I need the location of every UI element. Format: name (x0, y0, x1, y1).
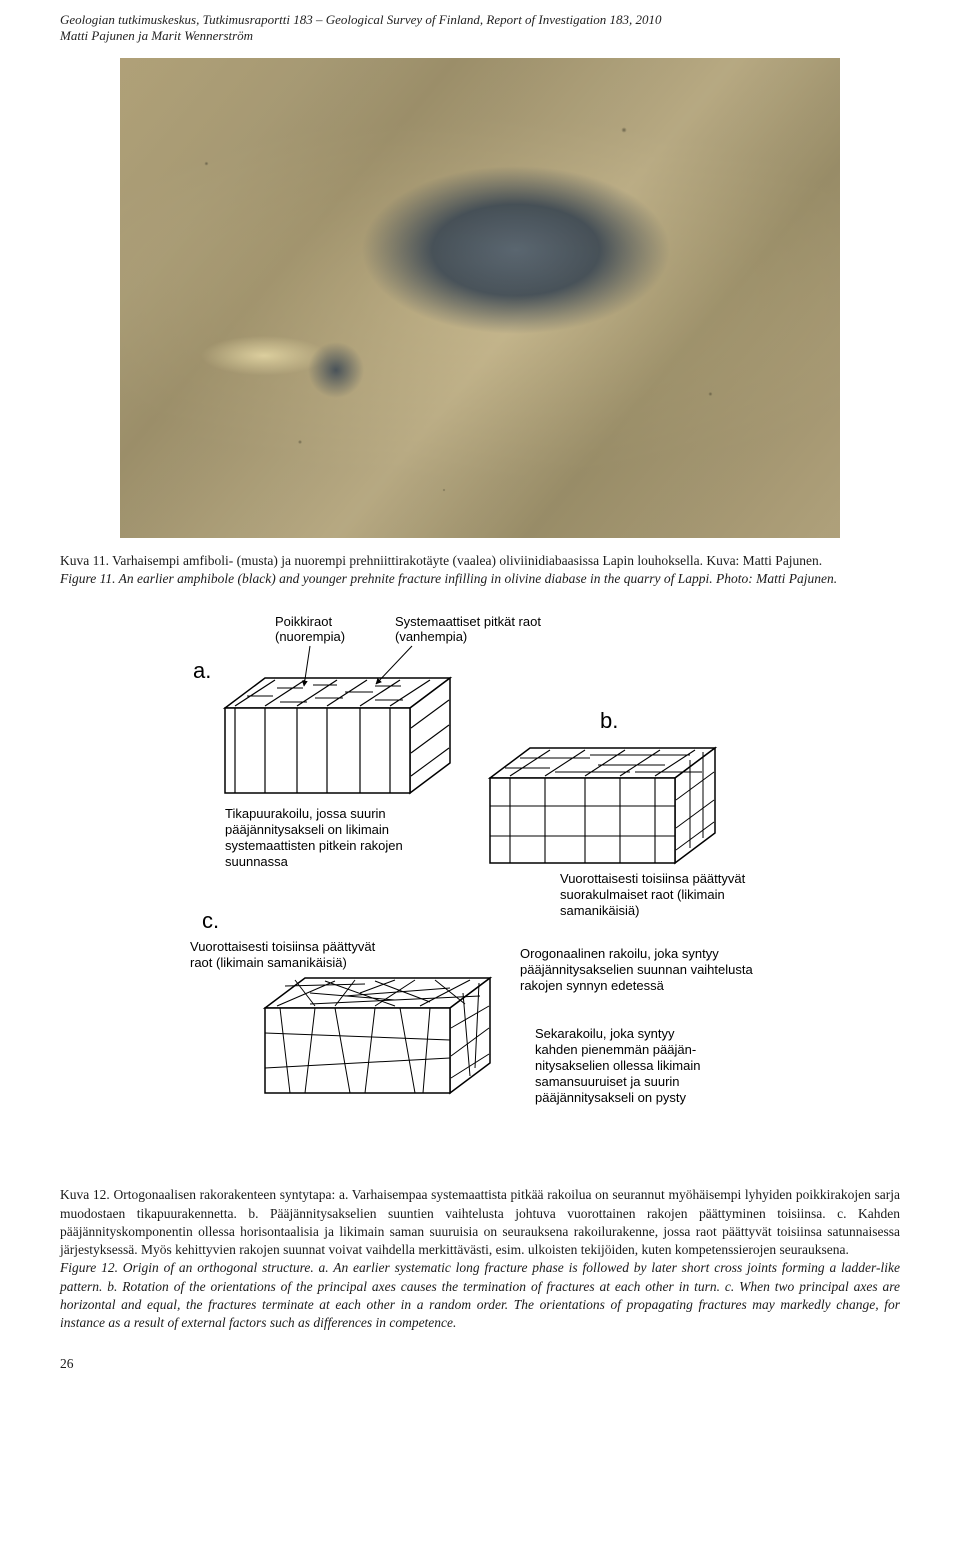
svg-text:Poikkiraot: Poikkiraot (275, 614, 332, 629)
svg-text:Vuorottaisesti toisiinsa päätt: Vuorottaisesti toisiinsa päättyvät (190, 939, 376, 954)
svg-text:Systemaattiset pitkät raot: Systemaattiset pitkät raot (395, 614, 541, 629)
figure-12-caption-fi: Kuva 12. Ortogonaalisen rakorakenteen sy… (60, 1187, 900, 1257)
svg-text:nitysakselien ollessa likimain: nitysakselien ollessa likimain (535, 1058, 700, 1073)
svg-text:Vuorottaisesti toisiinsa päätt: Vuorottaisesti toisiinsa päättyvät (560, 871, 746, 886)
svg-text:b.: b. (600, 708, 618, 733)
svg-text:Sekarakoilu, joka syntyy: Sekarakoilu, joka syntyy (535, 1026, 675, 1041)
figure-11-photo (120, 58, 840, 538)
figure-11-caption-en: Figure 11. An earlier amphibole (black) … (60, 571, 837, 586)
figure-11-caption-fi: Kuva 11. Varhaisempi amfiboli- (musta) j… (60, 553, 822, 568)
svg-text:Tikapuurakoilu, jossa suurin: Tikapuurakoilu, jossa suurin (225, 806, 386, 821)
figure-12-caption: Kuva 12. Ortogonaalisen rakorakenteen sy… (60, 1186, 900, 1332)
page-number: 26 (60, 1356, 900, 1372)
svg-text:Orogonaalinen rakoilu, joka sy: Orogonaalinen rakoilu, joka syntyy (520, 946, 719, 961)
running-header-1: Geologian tutkimuskeskus, Tutkimusraport… (60, 12, 900, 28)
svg-text:(nuorempia): (nuorempia) (275, 629, 345, 644)
svg-text:c.: c. (202, 908, 219, 933)
svg-text:samansuuruiset ja suurin: samansuuruiset ja suurin (535, 1074, 680, 1089)
figure-12-caption-en: Figure 12. Origin of an orthogonal struc… (60, 1260, 900, 1330)
svg-text:systemaattisten pitkein rakoje: systemaattisten pitkein rakojen (225, 838, 403, 853)
svg-text:pääjännitysakseli on pysty: pääjännitysakseli on pysty (535, 1090, 687, 1105)
figure-12-diagram: a. Poikkiraot (nuorempia) Systemaattiset… (170, 608, 790, 1168)
svg-text:suorakulmaiset raot (likimain: suorakulmaiset raot (likimain (560, 887, 725, 902)
svg-text:rakojen synnyn edetessä: rakojen synnyn edetessä (520, 978, 665, 993)
svg-text:samanikäisiä): samanikäisiä) (560, 903, 639, 918)
svg-text:pääjännitysakselien suunnan va: pääjännitysakselien suunnan vaihtelusta (520, 962, 753, 977)
svg-text:raot (likimain samanikäisiä): raot (likimain samanikäisiä) (190, 955, 347, 970)
svg-text:suunnassa: suunnassa (225, 854, 289, 869)
running-header-2: Matti Pajunen ja Marit Wennerström (60, 28, 900, 44)
svg-text:a.: a. (193, 658, 211, 683)
svg-text:kahden pienemmän pääjän-: kahden pienemmän pääjän- (535, 1042, 696, 1057)
svg-text:pääjännitysakseli on likimain: pääjännitysakseli on likimain (225, 822, 389, 837)
figure-11-caption: Kuva 11. Varhaisempi amfiboli- (musta) j… (60, 552, 900, 588)
svg-text:(vanhempia): (vanhempia) (395, 629, 467, 644)
